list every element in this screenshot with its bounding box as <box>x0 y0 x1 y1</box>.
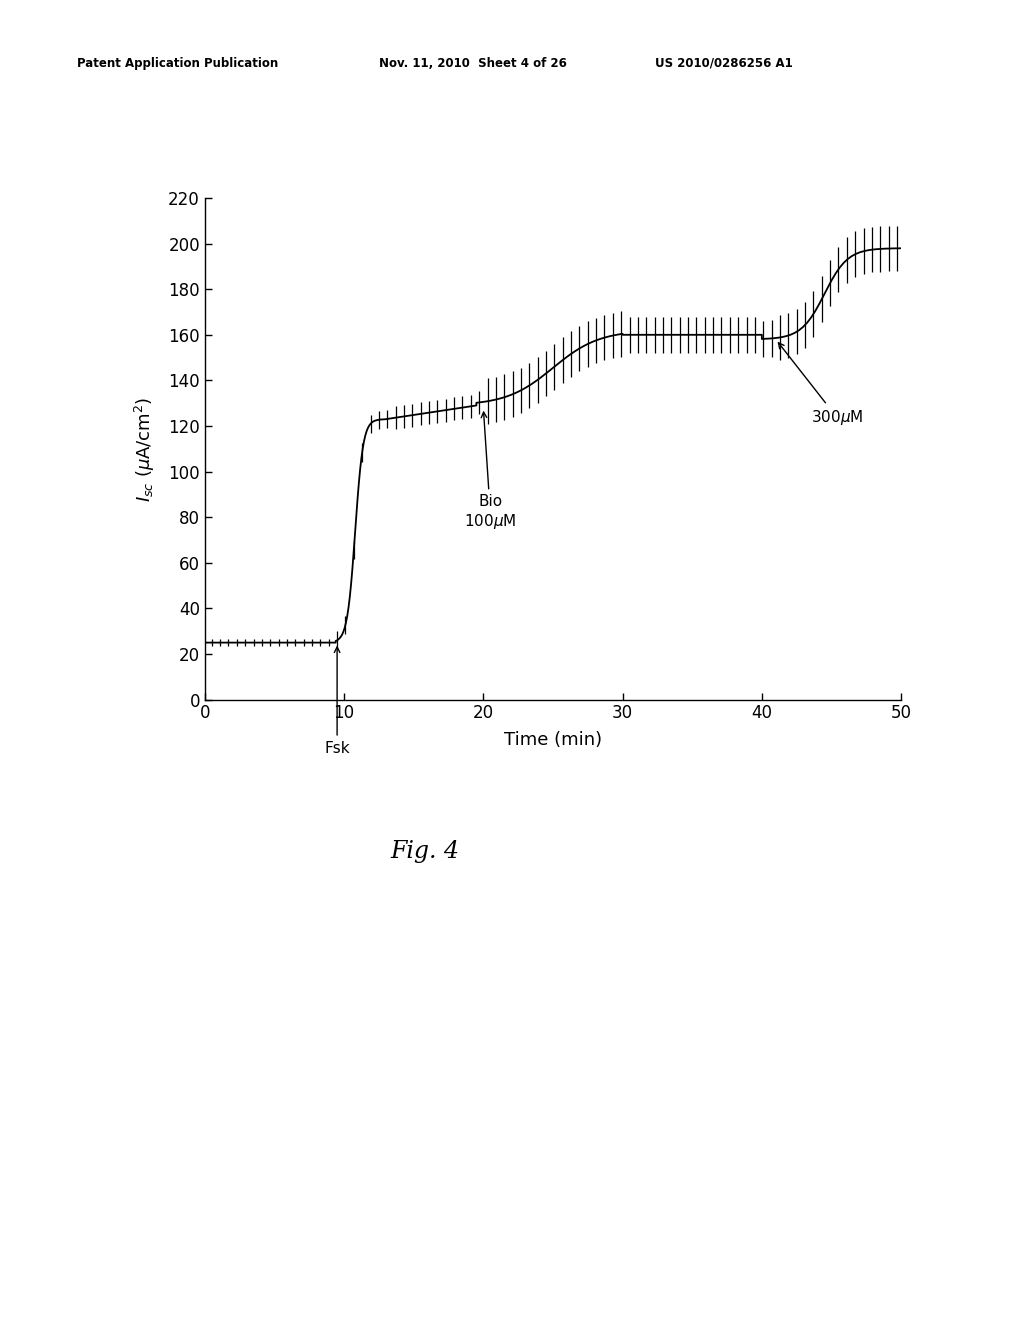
X-axis label: Time (min): Time (min) <box>504 731 602 748</box>
Text: Fsk: Fsk <box>325 647 350 755</box>
Text: 300$\mu$M: 300$\mu$M <box>778 343 863 426</box>
Text: Fig. 4: Fig. 4 <box>390 840 460 863</box>
Y-axis label: $I_{sc}$ ($\mu$A/cm$^2$): $I_{sc}$ ($\mu$A/cm$^2$) <box>133 396 157 502</box>
Text: Patent Application Publication: Patent Application Publication <box>77 57 279 70</box>
Text: US 2010/0286256 A1: US 2010/0286256 A1 <box>655 57 794 70</box>
Text: Bio
100$\mu$M: Bio 100$\mu$M <box>464 412 516 531</box>
Text: Nov. 11, 2010  Sheet 4 of 26: Nov. 11, 2010 Sheet 4 of 26 <box>379 57 566 70</box>
